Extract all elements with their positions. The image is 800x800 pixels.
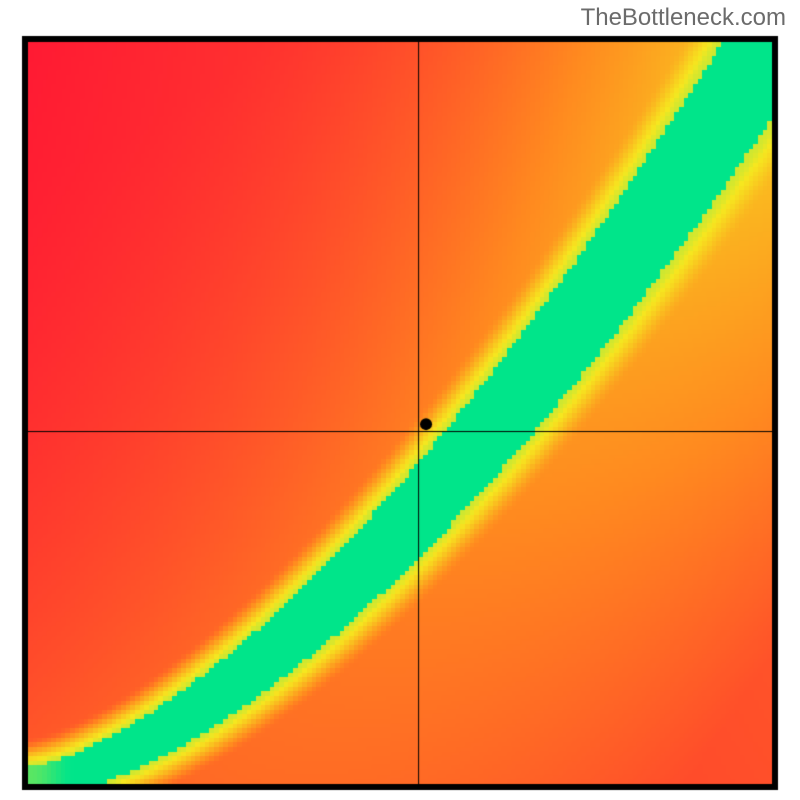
chart-container: TheBottleneck.com [0,0,800,800]
watermark-text: TheBottleneck.com [581,4,786,32]
heatmap-canvas [0,0,800,800]
